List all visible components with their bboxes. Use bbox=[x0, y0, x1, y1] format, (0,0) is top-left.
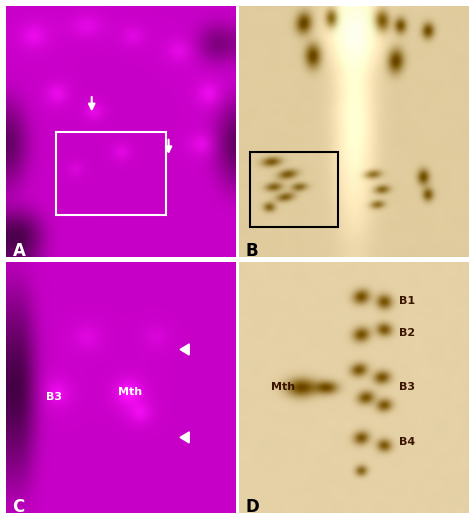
Text: B3: B3 bbox=[46, 392, 62, 402]
Text: B4: B4 bbox=[400, 438, 416, 447]
Text: B1: B1 bbox=[400, 295, 416, 306]
Polygon shape bbox=[180, 344, 189, 355]
Text: B2: B2 bbox=[400, 328, 416, 338]
Text: Mth: Mth bbox=[118, 387, 142, 397]
Text: C: C bbox=[13, 498, 25, 516]
Text: A: A bbox=[13, 242, 26, 261]
Bar bbox=[56, 132, 166, 215]
Text: D: D bbox=[246, 498, 260, 516]
Text: Mth: Mth bbox=[271, 382, 295, 392]
Bar bbox=[250, 152, 337, 227]
Text: B3: B3 bbox=[400, 382, 416, 392]
Polygon shape bbox=[180, 432, 189, 443]
Text: B: B bbox=[246, 242, 258, 261]
